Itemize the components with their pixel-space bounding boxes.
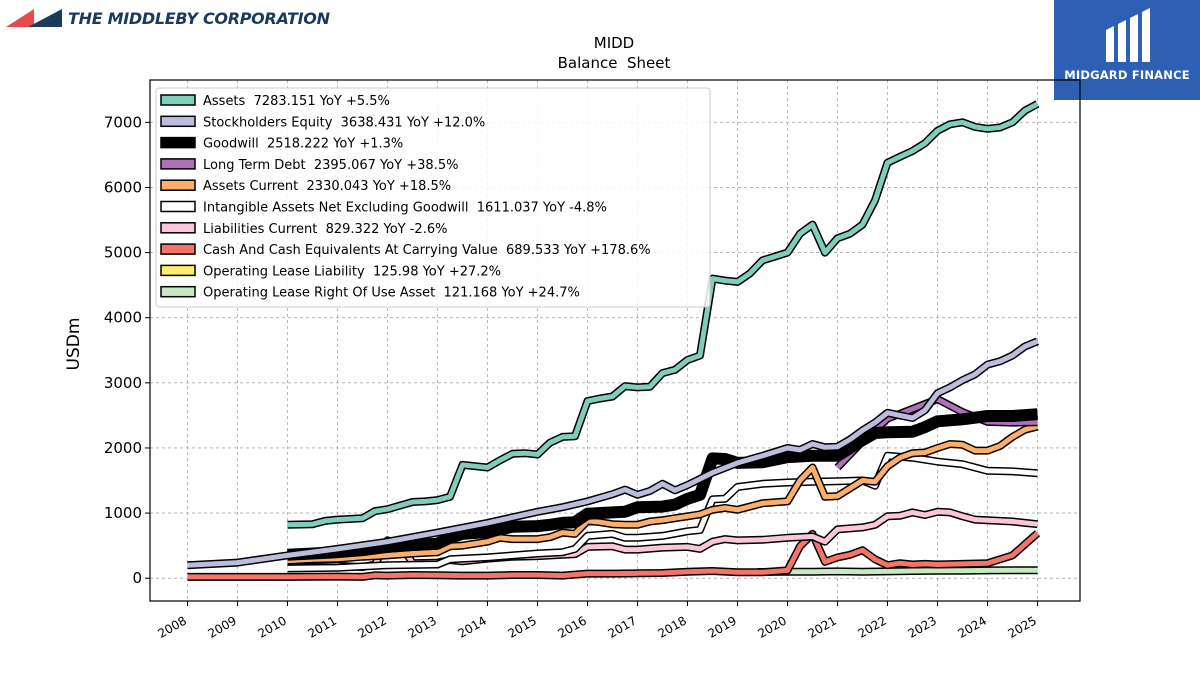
x-tick-label: 2010 [256, 613, 289, 640]
brand-logo: MIDGARD FINANCE [1054, 0, 1200, 100]
x-tick-label: 2012 [356, 613, 389, 640]
series-line [187, 531, 1040, 580]
x-tick-label: 2022 [856, 613, 889, 640]
x-tick-label: 2018 [656, 613, 689, 640]
x-tick-label: 2017 [606, 613, 639, 640]
chart-title: MIDD [594, 34, 634, 52]
series-operating-lease-right-of-use-asset [782, 566, 1038, 576]
series-goodwill [287, 408, 1038, 561]
legend-label: Long Term Debt 2395.067 YoY +38.5% [203, 158, 458, 173]
y-tick-label: 7000 [104, 113, 142, 131]
series-line [287, 101, 1039, 528]
x-tick-label: 2014 [456, 613, 489, 640]
legend-label: Intangible Assets Net Excluding Goodwill… [203, 201, 607, 216]
legend-swatch [160, 136, 196, 149]
legend-label: Operating Lease Right Of Use Asset 121.1… [203, 286, 580, 301]
y-tick-label: 1000 [104, 504, 142, 522]
x-tick-label: 2025 [1006, 613, 1039, 640]
legend-swatch [160, 285, 196, 298]
legend-swatch [160, 200, 196, 213]
legend-label: Stockholders Equity 3638.431 YoY +12.0% [203, 115, 485, 130]
x-tick-label: 2020 [756, 613, 789, 640]
chart-subtitle: Balance Sheet [558, 54, 671, 72]
series-line [782, 567, 1038, 575]
legend-swatch [160, 222, 196, 234]
series-line [287, 424, 1039, 564]
x-tick-label: 2023 [906, 613, 939, 640]
y-tick-label: 6000 [104, 178, 142, 196]
legend-box [155, 87, 711, 308]
legend-swatch [160, 158, 196, 170]
brand-name: MIDGARD FINANCE [1064, 68, 1190, 82]
plot-frame [149, 79, 1081, 602]
x-tick-label: 2024 [956, 613, 989, 640]
chart-legend: Assets 7283.151 YoY +5.5% Stockholders Eq… [155, 87, 711, 308]
legend-label: Goodwill 2518.222 YoY +1.3% [203, 137, 403, 152]
legend-swatch [160, 264, 196, 277]
series-line [187, 338, 1039, 568]
company-name: THE MIDDLEBY CORPORATION [68, 8, 330, 28]
x-tick-label: 2016 [556, 613, 589, 640]
legend-label: Assets 7283.151 YoY +5.5% [203, 94, 390, 109]
company-logo-icon [6, 9, 62, 27]
x-tick-label: 2019 [706, 613, 739, 640]
y-tick-label: 4000 [104, 309, 142, 327]
y-axis-label: USDm [64, 318, 84, 371]
legend-swatch [160, 179, 196, 191]
legend-label: Assets Current 2330.043 YoY +18.5% [203, 179, 451, 194]
y-tick-label: 5000 [104, 244, 142, 262]
series-stockholders-equity [187, 337, 1040, 570]
x-tick-label: 2008 [156, 613, 189, 640]
series-line [287, 409, 1038, 560]
legend-swatch [160, 94, 196, 106]
series-cash-and-cash-equivalents-at-carrying-value [187, 529, 1041, 581]
legend-swatch [160, 115, 196, 128]
y-tick-label: 2000 [104, 439, 142, 457]
company-logo: THE MIDDLEBY CORPORATION [6, 6, 330, 30]
x-tick-label: 2013 [406, 613, 439, 640]
x-tick-label: 2011 [306, 613, 339, 640]
legend-label: Cash And Cash Equivalents At Carrying Va… [203, 243, 651, 258]
y-tick-label: 3000 [104, 374, 142, 392]
legend-label: Operating Lease Liability 125.98 YoY +27… [203, 264, 501, 279]
x-tick-label: 2015 [506, 613, 539, 640]
y-tick-label: 0 [132, 569, 142, 587]
x-tick-label: 2009 [206, 613, 239, 640]
x-tick-label: 2021 [806, 613, 839, 640]
series-layer [187, 100, 1041, 581]
series-assets [287, 100, 1040, 529]
legend-label: Liabilities Current 829.322 YoY -2.6% [203, 222, 447, 237]
series-assets-current [287, 422, 1039, 565]
legend-swatch [160, 243, 196, 255]
brand-logo-icon [1106, 8, 1150, 62]
